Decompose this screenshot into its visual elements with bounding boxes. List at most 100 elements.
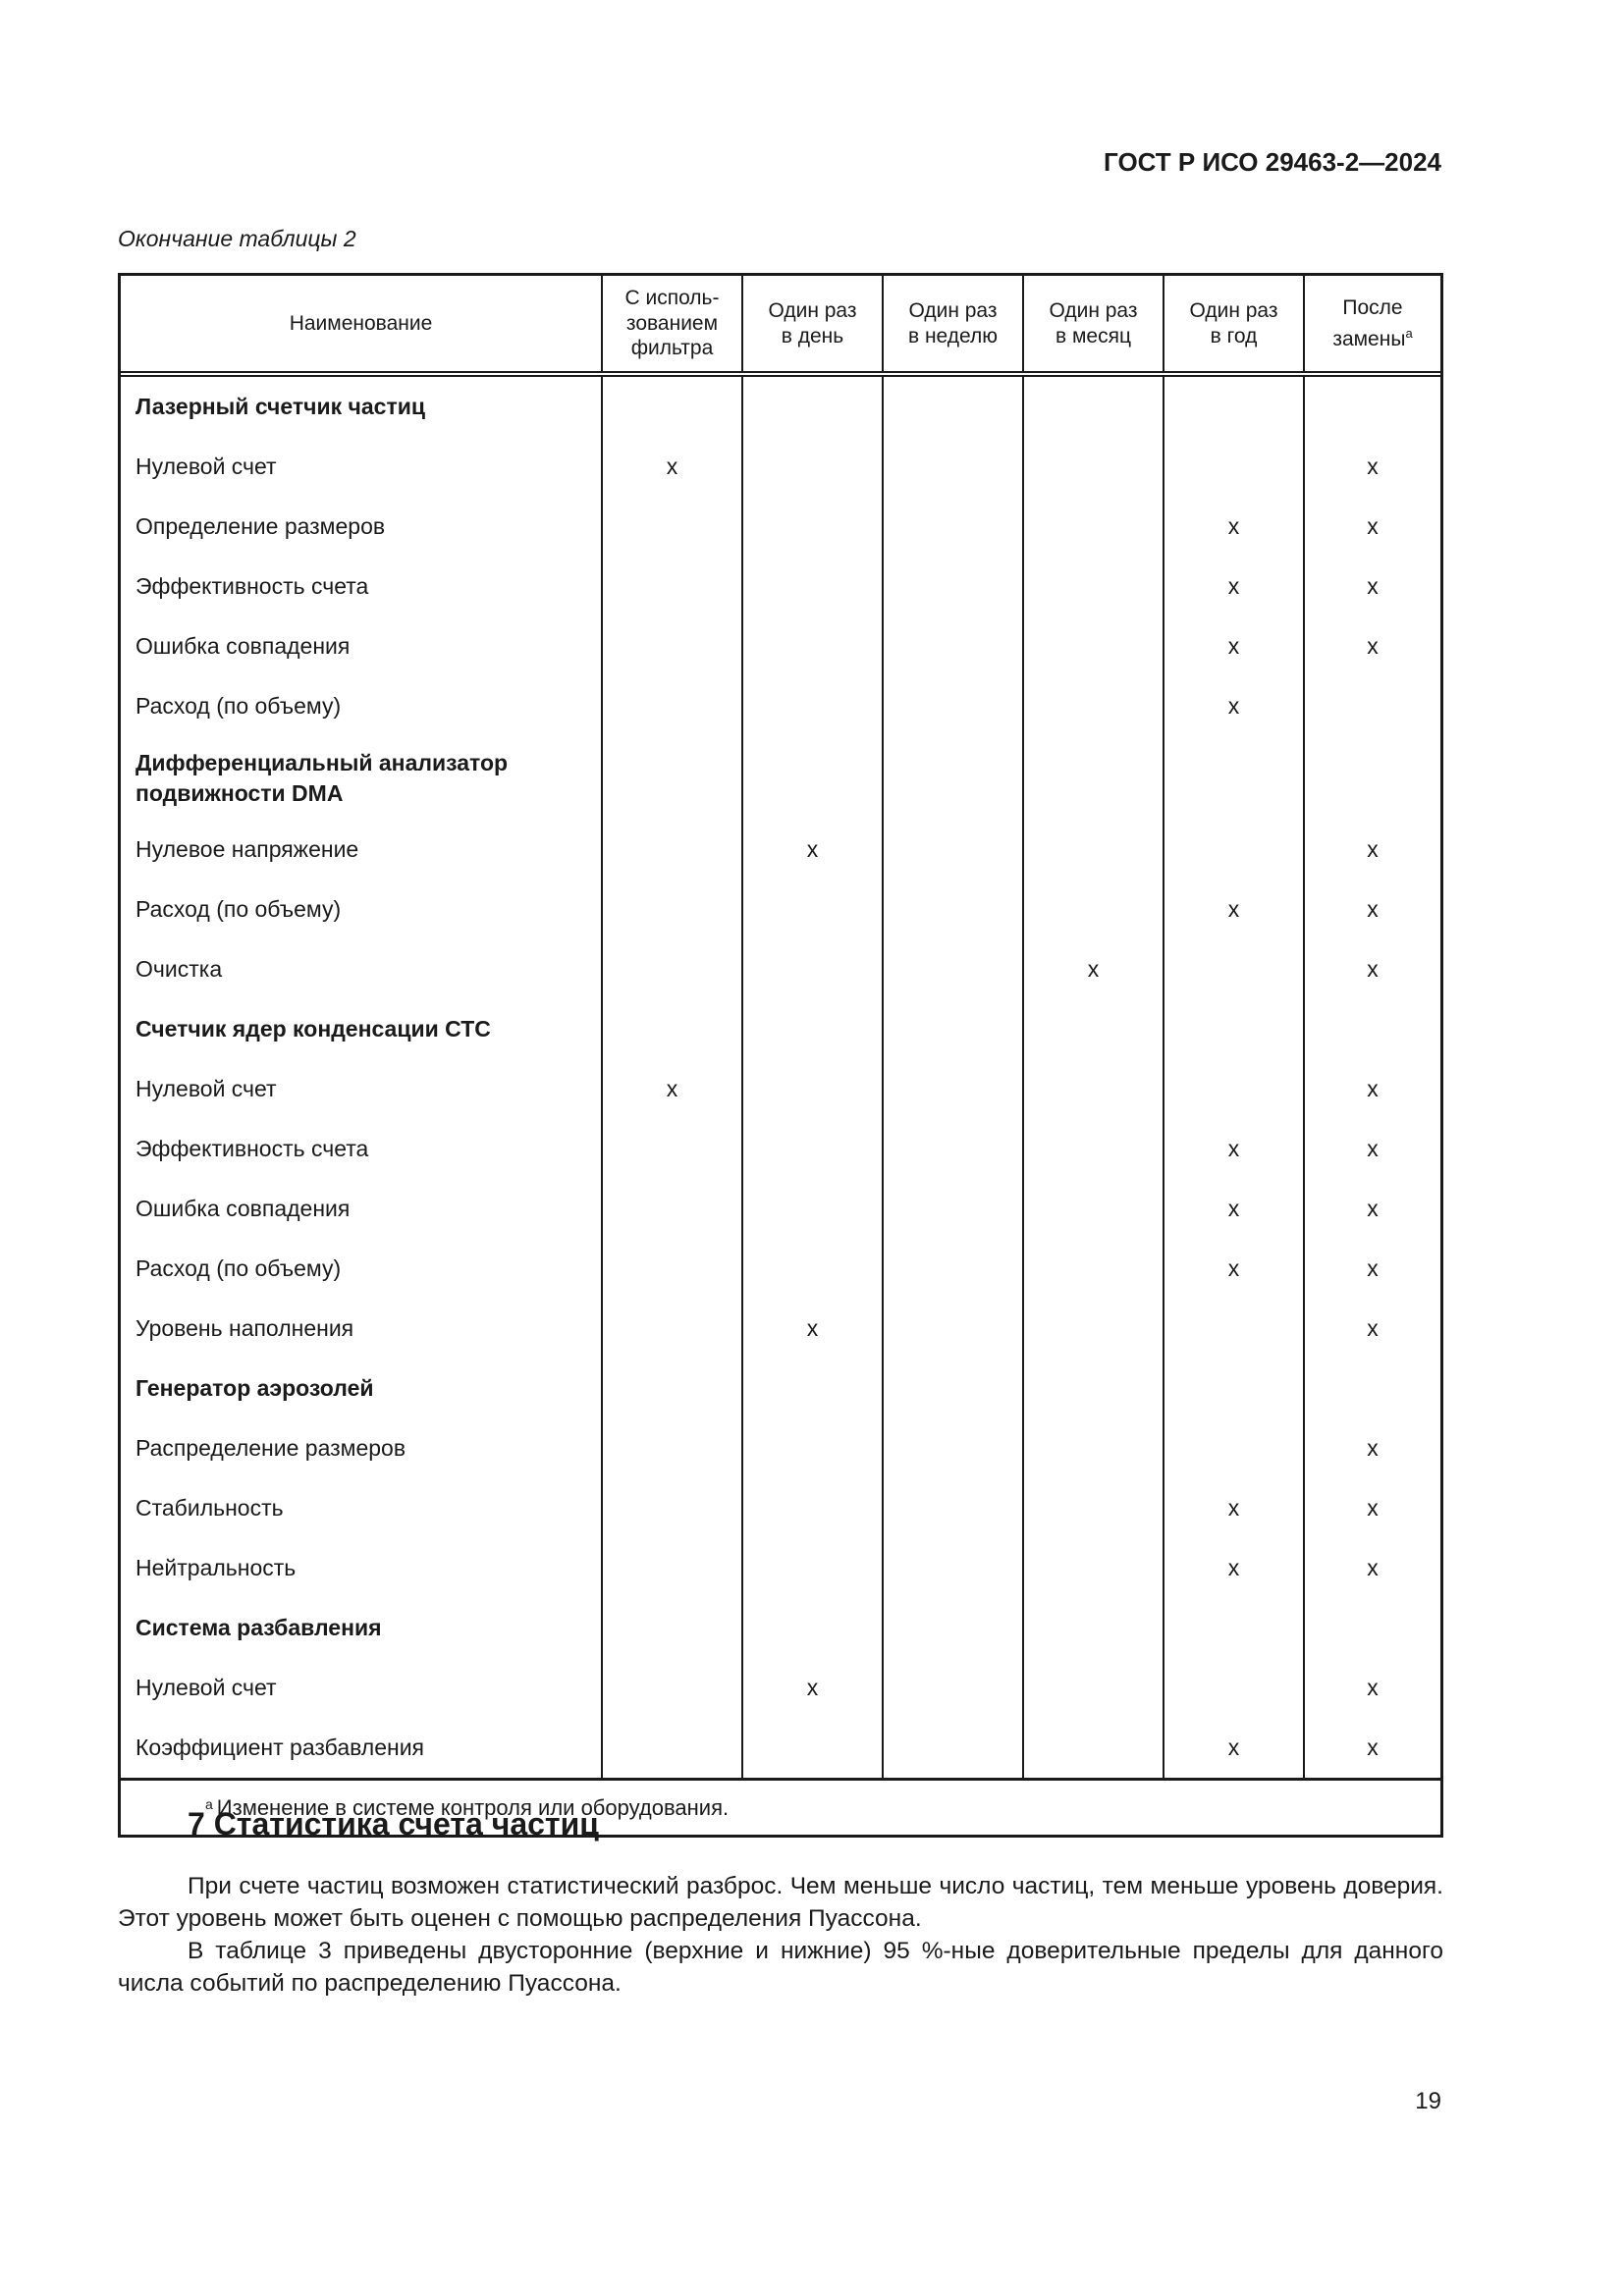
- cell-after-change: x: [1303, 1538, 1440, 1598]
- item-name: Расход (по объему): [135, 1255, 342, 1281]
- cell-after-change: [1303, 1598, 1440, 1658]
- item-name: Ошибка совпадения: [135, 1196, 351, 1221]
- cell-weekly: [882, 377, 1022, 437]
- item-name: Определение размеров: [135, 513, 386, 539]
- cell-yearly: [1163, 1299, 1303, 1359]
- cell-filter: [601, 1658, 741, 1718]
- item-name: Нулевое напряжение: [135, 836, 359, 862]
- cell-daily: x: [741, 1658, 882, 1718]
- table-body: Лазерный счетчик частиц Нулевой счет x x Опр…: [121, 377, 1440, 1778]
- cell-weekly: [882, 1299, 1022, 1359]
- cell-yearly: x: [1163, 1718, 1303, 1778]
- item-name: Расход (по объему): [135, 693, 342, 719]
- cell-monthly: [1022, 1239, 1163, 1299]
- item-name: Стабильность: [135, 1495, 284, 1521]
- cell-daily: [741, 736, 882, 820]
- cell-filter: [601, 1299, 741, 1359]
- table-group-row: Генератор аэрозолей: [121, 1359, 1440, 1418]
- cell-yearly: x: [1163, 1239, 1303, 1299]
- cell-yearly: [1163, 377, 1303, 437]
- cell-after-change: x: [1303, 1658, 1440, 1718]
- cell-yearly: [1163, 1598, 1303, 1658]
- cell-monthly: [1022, 437, 1163, 497]
- cell-filter: [601, 1359, 741, 1418]
- cell-daily: [741, 1119, 882, 1179]
- cell-yearly: x: [1163, 616, 1303, 676]
- cell-after-change: x: [1303, 820, 1440, 880]
- cell-monthly: [1022, 1179, 1163, 1239]
- column-header-filter: С исполь- зованием фильтра: [601, 276, 741, 371]
- cell-filter: [601, 616, 741, 676]
- cell-filter: [601, 1418, 741, 1478]
- table-group-row: Дифференциальный анализатор подвижности …: [121, 736, 1440, 820]
- cell-monthly: [1022, 999, 1163, 1059]
- page-number: 19: [1415, 2088, 1441, 2114]
- group-name: Счетчик ядер конденсации СТС: [135, 1016, 491, 1041]
- cell-after-change: x: [1303, 1239, 1440, 1299]
- cell-filter: [601, 939, 741, 999]
- cell-weekly: [882, 1119, 1022, 1179]
- cell-yearly: [1163, 736, 1303, 820]
- cell-monthly: [1022, 1478, 1163, 1538]
- footnote-mark: a: [1405, 325, 1413, 341]
- cell-yearly: [1163, 820, 1303, 880]
- item-name: Эффективность счета: [135, 1136, 369, 1161]
- cell-filter: [601, 1119, 741, 1179]
- cell-weekly: [882, 820, 1022, 880]
- cell-filter: [601, 820, 741, 880]
- cell-weekly: [882, 1538, 1022, 1598]
- cell-weekly: [882, 880, 1022, 939]
- cell-yearly: [1163, 1359, 1303, 1418]
- cell-yearly: [1163, 437, 1303, 497]
- table-group-row: Лазерный счетчик частиц: [121, 377, 1440, 437]
- cell-filter: [601, 377, 741, 437]
- table-row: Уровень наполнения x x: [121, 1299, 1440, 1359]
- cell-weekly: [882, 999, 1022, 1059]
- cell-daily: [741, 1718, 882, 1778]
- cell-monthly: [1022, 1359, 1163, 1418]
- cell-after-change: [1303, 736, 1440, 820]
- cell-daily: [741, 497, 882, 557]
- cell-filter: x: [601, 437, 741, 497]
- cell-filter: [601, 1239, 741, 1299]
- cell-monthly: [1022, 1658, 1163, 1718]
- cell-filter: [601, 557, 741, 616]
- cell-after-change: x: [1303, 437, 1440, 497]
- cell-weekly: [882, 497, 1022, 557]
- cell-daily: [741, 1359, 882, 1418]
- cell-yearly: x: [1163, 676, 1303, 736]
- cell-monthly: [1022, 497, 1163, 557]
- cell-weekly: [882, 1059, 1022, 1119]
- cell-weekly: [882, 1718, 1022, 1778]
- cell-monthly: [1022, 1059, 1163, 1119]
- column-header-name: Наименование: [289, 311, 433, 335]
- cell-monthly: [1022, 1538, 1163, 1598]
- item-name: Эффективность счета: [135, 573, 369, 599]
- table-row: Ошибка совпадения x x: [121, 1179, 1440, 1239]
- group-name: Система разбавления: [135, 1615, 382, 1640]
- cell-after-change: x: [1303, 497, 1440, 557]
- cell-filter: [601, 676, 741, 736]
- column-header-yearly: Один раз в год: [1163, 276, 1303, 371]
- table-row: Нейтральность x x: [121, 1538, 1440, 1598]
- cell-daily: [741, 616, 882, 676]
- cell-after-change: x: [1303, 939, 1440, 999]
- table-row: Эффективность счета x x: [121, 1119, 1440, 1179]
- table-row: Очистка x x: [121, 939, 1440, 999]
- cell-after-change: x: [1303, 880, 1440, 939]
- cell-weekly: [882, 557, 1022, 616]
- cell-yearly: [1163, 1418, 1303, 1478]
- table-row: Расход (по объему) x x: [121, 880, 1440, 939]
- cell-monthly: [1022, 557, 1163, 616]
- column-header-daily: Один раз в день: [741, 276, 882, 371]
- paragraph: В таблице 3 приведены двусторонние (верх…: [118, 1938, 1443, 1997]
- document-id: ГОСТ Р ИСО 29463-2—2024: [1104, 147, 1441, 177]
- cell-yearly: [1163, 939, 1303, 999]
- cell-daily: [741, 1418, 882, 1478]
- cell-weekly: [882, 1239, 1022, 1299]
- cell-filter: [601, 497, 741, 557]
- cell-daily: [741, 1598, 882, 1658]
- cell-monthly: [1022, 616, 1163, 676]
- cell-yearly: x: [1163, 1119, 1303, 1179]
- cell-monthly: [1022, 1598, 1163, 1658]
